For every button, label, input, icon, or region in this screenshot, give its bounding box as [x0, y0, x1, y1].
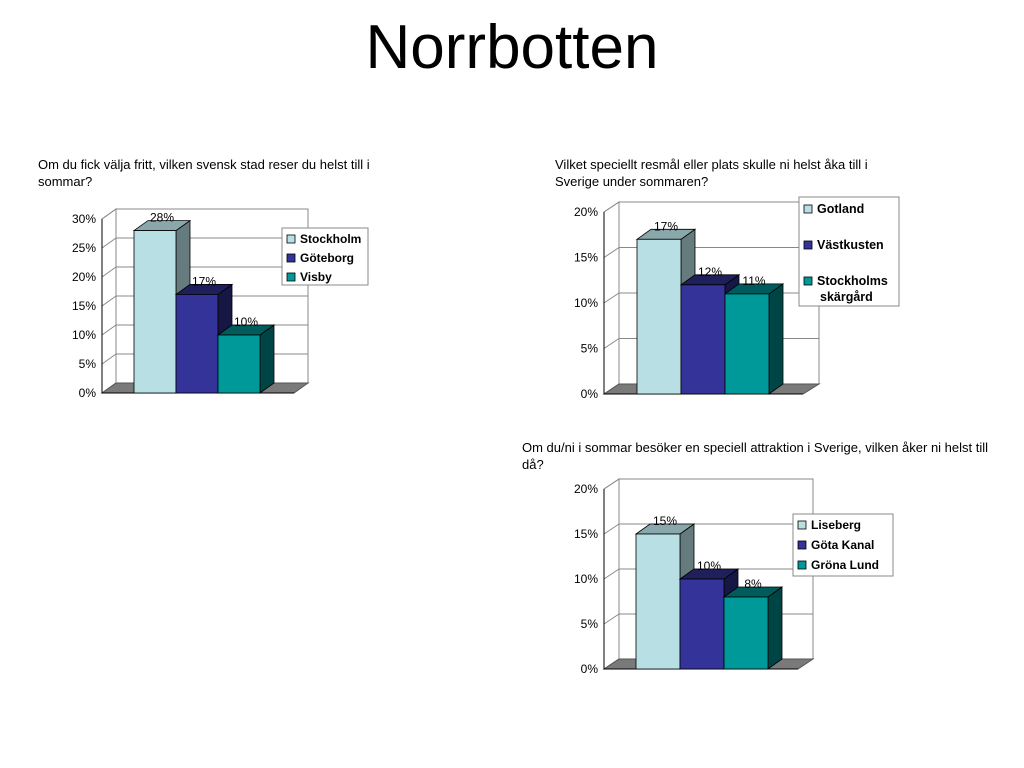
chart-2-tick-label: 15%: [574, 251, 598, 265]
chart-3-gridline-side: [603, 568, 620, 580]
legend-swatch: [797, 560, 807, 570]
legend-label: Västkusten: [817, 238, 884, 252]
chart-3-gridline-side: [603, 613, 620, 625]
chart-3-tick-label: 0%: [581, 662, 599, 676]
bar-front: [723, 596, 769, 670]
chart-1-gridline-side: [101, 208, 117, 220]
chart-1-gridline-side: [101, 353, 117, 365]
chart-3-gridline-side: [603, 523, 620, 535]
chart-1-gridline-side: [101, 266, 117, 278]
chart-2-legend: Gotland Västkusten Stockholms skärgård: [798, 196, 900, 307]
chart-3-tick-label: 10%: [574, 572, 598, 586]
chart-3-bar-2: [678, 568, 740, 670]
chart-3-legend: Liseberg Göta Kanal Gröna Lund: [792, 513, 894, 577]
legend-label: Göta Kanal: [811, 538, 874, 552]
legend-swatch: [803, 240, 813, 250]
bar-front: [679, 578, 725, 670]
chart-2-gridline-side: [603, 292, 620, 304]
legend-swatch: [286, 234, 296, 244]
chart-3-gridline-side: [603, 478, 620, 490]
chart-1-tick-label: 10%: [72, 328, 96, 342]
bar-front: [217, 334, 261, 394]
legend-swatch: [797, 540, 807, 550]
legend-swatch: [803, 204, 813, 214]
chart-1-question: Om du fick välja fritt, vilken svensk st…: [38, 157, 370, 189]
legend-box: [281, 227, 369, 286]
chart-1-data-label: 28%: [150, 211, 174, 225]
chart-3-tick-label: 20%: [574, 482, 598, 496]
legend-label: Gröna Lund: [811, 558, 879, 572]
legend-box: [792, 513, 894, 577]
bar-side: [767, 586, 783, 670]
chart-2-gridline-side: [603, 247, 620, 258]
legend-swatch: [797, 520, 807, 530]
chart-3-data-label: 8%: [744, 577, 762, 591]
chart-1-tick-label: 0%: [79, 386, 97, 400]
chart-2-question: Vilket speciellt resmål eller plats skul…: [555, 157, 868, 189]
bar-front: [724, 293, 770, 395]
bar-front: [133, 230, 177, 394]
chart-3-data-label: 15%: [653, 514, 677, 528]
chart-2-tick-label: 20%: [574, 205, 598, 219]
chart-1-tick-label: 25%: [72, 241, 96, 255]
chart-1-gridline-side: [101, 324, 117, 336]
legend-label: Liseberg: [811, 518, 861, 532]
chart-2-data-label: 17%: [654, 219, 678, 233]
chart-1-legend: Stockholm Göteborg Visby: [281, 227, 369, 286]
chart-3-question: Om du/ni i sommar besöker en speciell at…: [522, 440, 989, 472]
bar-front: [680, 284, 726, 395]
legend-label: Stockholm: [300, 232, 361, 246]
chart-1-tick-label: 15%: [72, 299, 96, 313]
chart-3-data-label: 10%: [697, 559, 721, 573]
chart-1-data-label: 17%: [192, 274, 216, 288]
chart-3-bar-1: [634, 523, 696, 670]
chart-2-data-label: 11%: [742, 274, 765, 288]
chart-3-tick-label: 15%: [574, 527, 598, 541]
legend-label-wrap: skärgård: [820, 290, 873, 304]
legend-swatch: [286, 253, 296, 263]
bar-front: [636, 238, 682, 395]
legend-label: Göteborg: [300, 251, 354, 265]
chart-1-gridline-side: [101, 237, 117, 249]
chart-3-bar-3: [722, 586, 784, 670]
legend-box: [798, 196, 900, 307]
chart-2-tick-label: 5%: [581, 342, 599, 356]
chart-3-tick-label: 5%: [581, 617, 599, 631]
chart-1-gridline-side: [101, 295, 117, 307]
chart-1-data-label: 10%: [234, 315, 258, 329]
bar-front: [635, 533, 681, 670]
chart-1-tick-label: 5%: [79, 357, 97, 371]
chart-2-gridline-side: [603, 201, 620, 213]
chart-2-tick-label: 10%: [574, 296, 598, 310]
chart-2-bar-3: [723, 283, 785, 395]
legend-label: Stockholms: [817, 274, 888, 288]
chart-2-tick-label: 0%: [581, 387, 599, 401]
legend-label: Gotland: [817, 202, 864, 216]
legend-label: Visby: [300, 270, 332, 284]
chart-1-tick-label: 30%: [72, 212, 96, 226]
legend-swatch: [803, 276, 813, 286]
legend-swatch: [286, 272, 296, 282]
chart-1-tick-label: 20%: [72, 270, 96, 284]
chart-2-data-label: 12%: [698, 265, 722, 279]
chart-2-gridline-side: [603, 338, 620, 349]
slide-title: Norrbotten: [365, 13, 659, 82]
chart-1-bar-3: [216, 324, 276, 394]
bar-front: [175, 293, 219, 394]
